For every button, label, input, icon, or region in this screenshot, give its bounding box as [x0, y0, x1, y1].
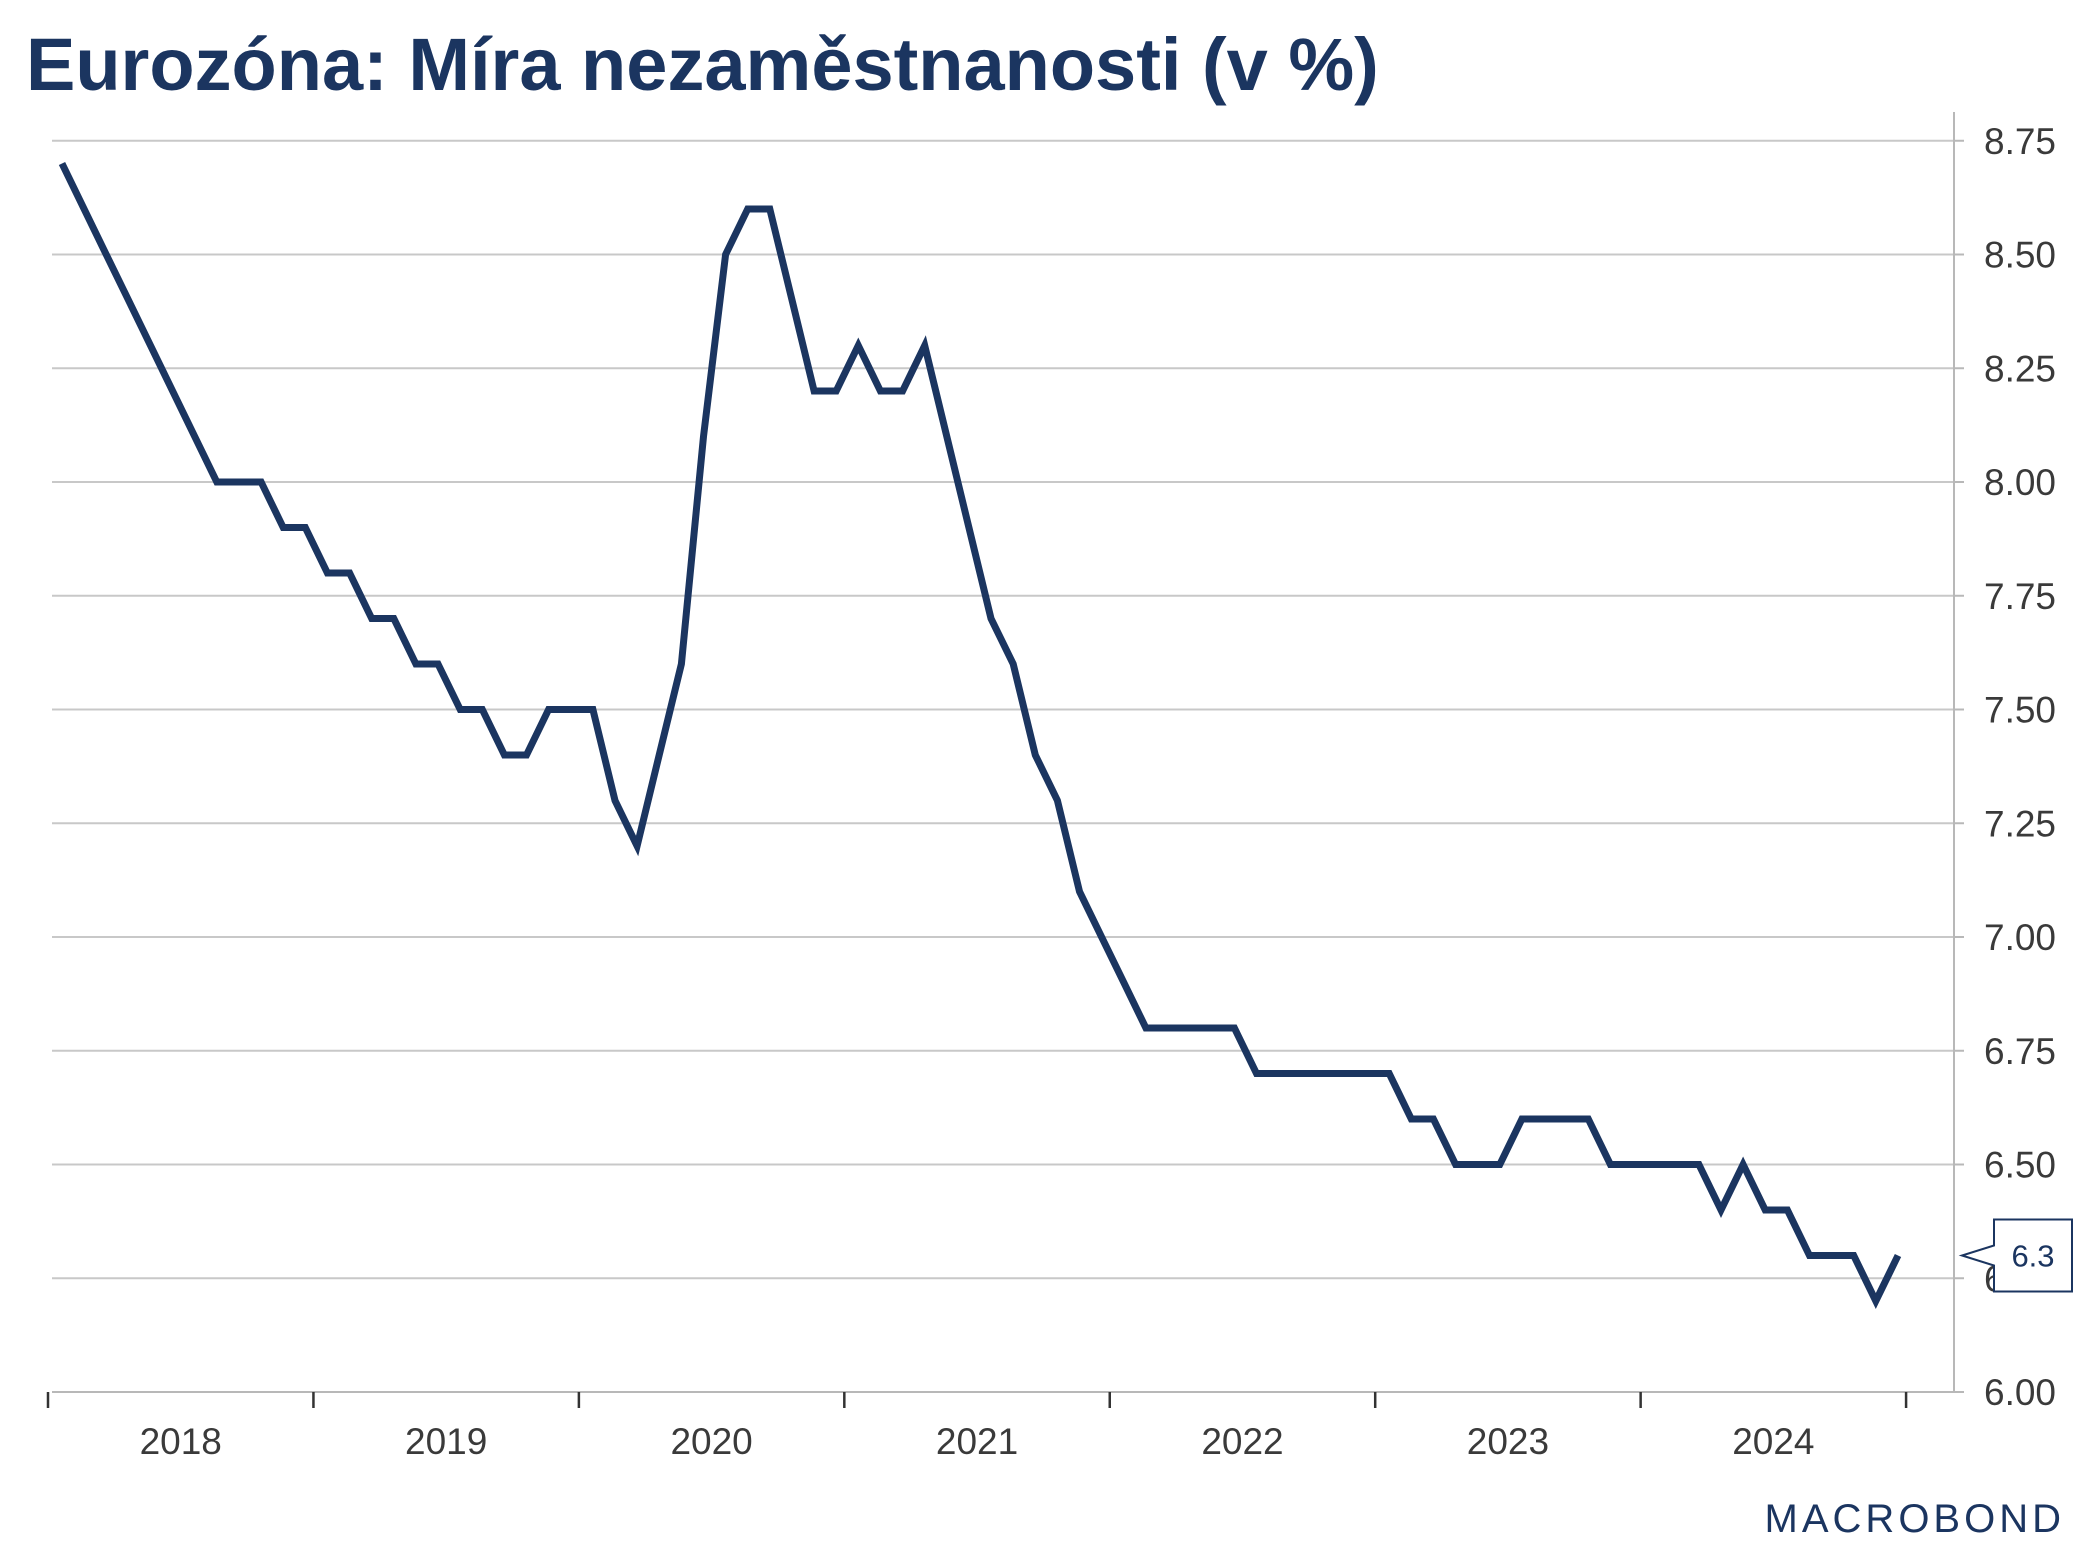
y-tick-label: 8.25	[1984, 348, 2056, 389]
y-tick-label: 8.00	[1984, 462, 2056, 503]
end-value-text: 6.3	[2011, 1239, 2054, 1274]
x-tick-label: 2018	[140, 1421, 222, 1462]
axes	[46, 112, 1964, 1408]
x-axis-tick-labels: 2018 2019 2020 2021 2022 2023 2024	[140, 1421, 1815, 1462]
y-tick-label: 6.75	[1984, 1031, 2056, 1072]
y-tick-label: 6.50	[1984, 1145, 2056, 1186]
y-tick-label: 6.00	[1984, 1372, 2056, 1413]
x-tick-label: 2020	[670, 1421, 752, 1462]
series-group	[58, 161, 1902, 1309]
gridlines	[52, 139, 1954, 1393]
x-tick-label: 2022	[1201, 1421, 1283, 1462]
series-line	[58, 161, 1902, 1309]
end-value-callout-box	[1958, 1218, 2073, 1293]
end-value-label: 6.3	[1958, 1218, 2073, 1293]
x-tick-label: 2024	[1732, 1421, 1814, 1462]
y-tick-label: 8.50	[1984, 235, 2056, 276]
y-tick-label: 8.75	[1984, 121, 2056, 162]
y-tick-label: 7.25	[1984, 803, 2056, 844]
y-tick-label: 7.00	[1984, 917, 2056, 958]
y-tick-label: 7.75	[1984, 576, 2056, 617]
chart-title: Eurozóna: Míra nezaměstnanosti (v %)	[26, 23, 1379, 106]
macrobond-logo: MACROBOND	[1764, 1497, 2065, 1541]
x-tick-label: 2023	[1467, 1421, 1549, 1462]
y-tick-label: 7.50	[1984, 690, 2056, 731]
x-tick-label: 2019	[405, 1421, 487, 1462]
x-tick-label: 2021	[936, 1421, 1018, 1462]
